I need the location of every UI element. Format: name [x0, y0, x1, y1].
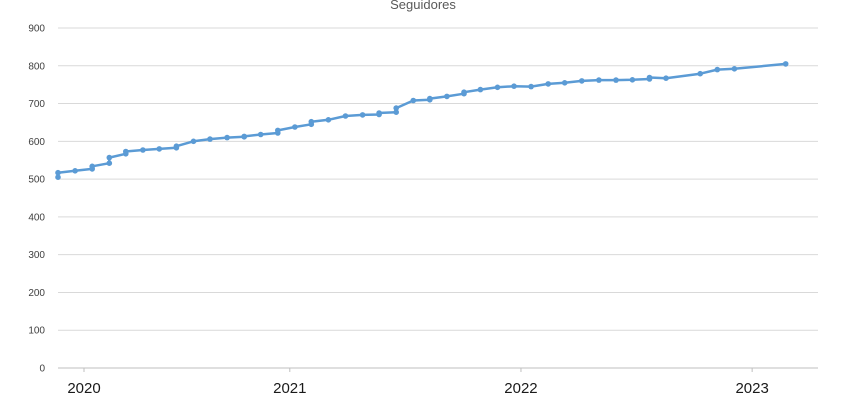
series	[55, 61, 789, 180]
data-point	[140, 147, 146, 153]
data-point	[427, 95, 433, 102]
data-point	[55, 169, 61, 176]
y-tick-label: 0	[39, 364, 45, 375]
data-point	[596, 77, 602, 83]
axes	[58, 367, 818, 372]
data-point	[106, 154, 113, 161]
data-point	[613, 77, 619, 83]
x-tick-label: 2021	[273, 380, 306, 397]
data-point	[190, 138, 197, 145]
chart-title: Seguidores	[390, 0, 456, 12]
data-point	[257, 131, 264, 138]
data-point	[511, 83, 517, 89]
data-point	[89, 163, 95, 170]
data-point	[494, 84, 501, 91]
data-point	[72, 168, 78, 174]
data-point	[410, 97, 417, 104]
series-line	[56, 62, 787, 179]
y-tick-label: 300	[28, 250, 45, 261]
data-point	[477, 86, 484, 93]
data-point	[629, 77, 636, 83]
data-point	[444, 93, 450, 100]
data-point	[714, 66, 721, 73]
data-point	[663, 75, 669, 81]
y-tick-label: 200	[28, 288, 45, 299]
y-tick-label: 100	[28, 326, 45, 337]
y-tick-label: 400	[28, 212, 45, 223]
data-point	[173, 143, 180, 149]
data-point	[275, 127, 281, 134]
x-tick-label: 2023	[735, 380, 768, 397]
data-point	[106, 160, 113, 166]
data-point	[731, 66, 738, 72]
data-point	[308, 118, 315, 125]
data-point	[292, 124, 298, 130]
x-tick-label: 2022	[504, 380, 537, 397]
data-point	[55, 174, 61, 180]
data-point	[697, 70, 703, 77]
y-tick-label: 900	[28, 24, 45, 35]
y-tick-label: 700	[28, 99, 45, 110]
x-tick-label: 2020	[67, 380, 100, 397]
data-point	[325, 117, 332, 123]
data-point	[359, 112, 366, 118]
data-point	[579, 78, 585, 84]
data-point	[528, 83, 534, 90]
data-point	[393, 109, 400, 115]
y-tick-label: 500	[28, 175, 45, 186]
data-point	[123, 148, 129, 155]
data-point	[782, 61, 789, 67]
y-tick-label: 800	[28, 61, 45, 72]
data-point	[342, 113, 349, 119]
y-tick-label: 600	[28, 137, 45, 148]
data-point	[461, 89, 467, 95]
gridlines	[58, 27, 818, 331]
x-axis-ticks: 2020 2021 2022 2023	[67, 380, 769, 397]
data-point	[376, 110, 382, 116]
data-point	[241, 133, 247, 140]
data-point	[561, 80, 568, 86]
data-point	[224, 134, 230, 141]
y-axis-ticks: 0 100 200 300 400 500 600 700 800 900	[28, 24, 45, 375]
data-point	[646, 74, 653, 81]
data-point	[545, 81, 551, 87]
data-point	[156, 146, 163, 152]
data-point	[207, 136, 213, 142]
data-point	[393, 105, 400, 111]
